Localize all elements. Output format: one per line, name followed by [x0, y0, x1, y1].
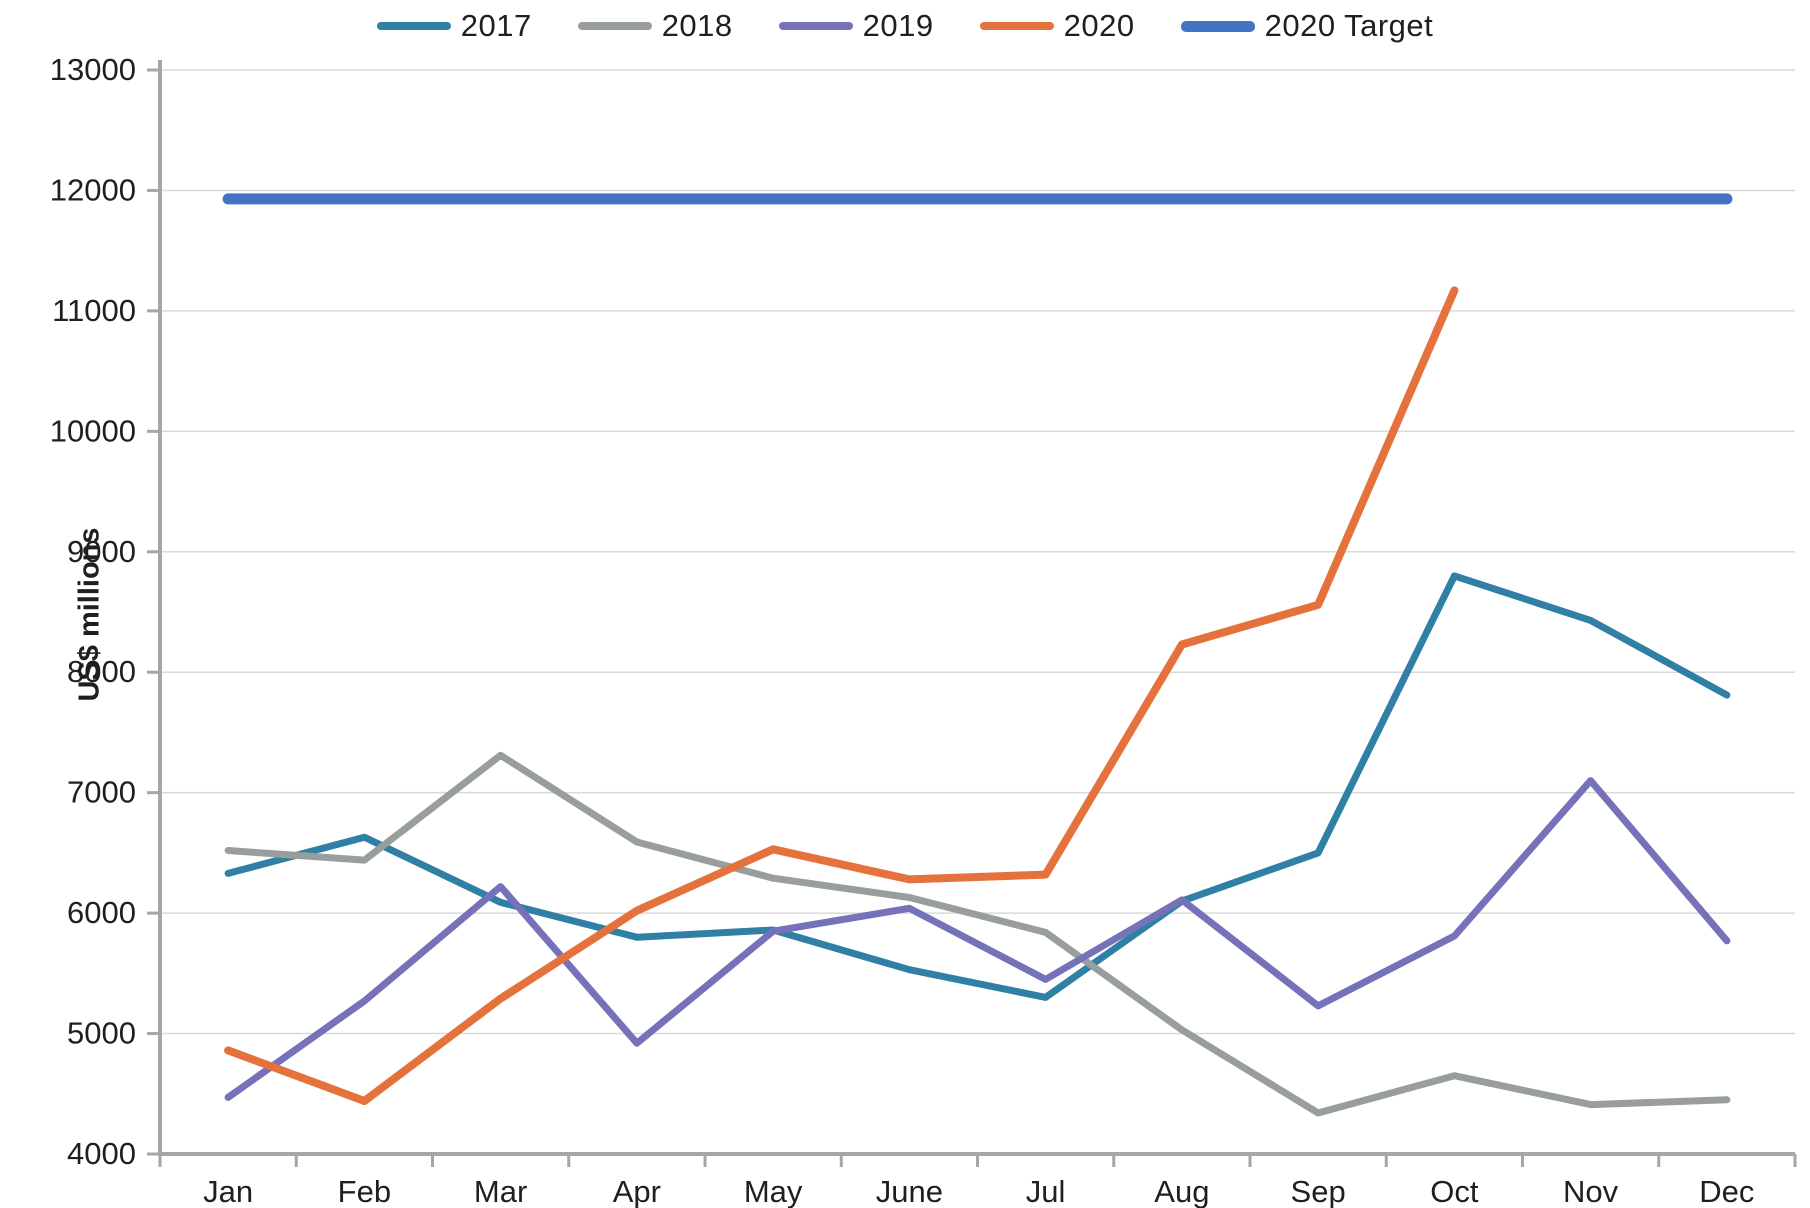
- legend-swatch-icon: [1180, 20, 1255, 32]
- x-tick-label: June: [876, 1174, 943, 1208]
- legend-swatch-icon: [376, 22, 451, 30]
- series-line-2017: [224, 572, 1731, 1001]
- y-tick-label: 4000: [67, 1136, 136, 1171]
- legend-label: 2019: [862, 8, 934, 43]
- y-axis-title: US$ millions: [73, 527, 106, 702]
- legend-label: 2020 Target: [1264, 8, 1434, 43]
- y-tick-label: 5000: [67, 1016, 136, 1051]
- legend-swatch-icon: [979, 22, 1054, 30]
- series-line-2019: [224, 777, 1731, 1101]
- x-tick-label: Sep: [1291, 1174, 1346, 1208]
- legend-item-2020: 2020: [979, 8, 1135, 44]
- legend-item-2018: 2018: [577, 8, 733, 44]
- y-tick-label: 13000: [50, 52, 136, 87]
- y-tick-label: 9000: [67, 534, 136, 569]
- x-tick-label: Jul: [1026, 1174, 1066, 1208]
- legend-label: 2020: [1063, 8, 1135, 43]
- legend-swatch-icon: [577, 22, 652, 30]
- y-tick-label: 11000: [52, 293, 136, 328]
- y-tick-label: 12000: [50, 172, 136, 207]
- x-tick-label: Aug: [1154, 1174, 1209, 1208]
- x-tick-label: Nov: [1563, 1174, 1619, 1208]
- legend-item-2019: 2019: [778, 8, 934, 44]
- legend-label: 2017: [460, 8, 532, 43]
- legend-item-2017: 2017: [376, 8, 532, 44]
- x-tick-label: Oct: [1430, 1174, 1479, 1208]
- legend-label: 2018: [661, 8, 733, 43]
- x-tick-label: Apr: [613, 1174, 661, 1208]
- y-tick-label: 8000: [67, 654, 136, 689]
- x-tick-label: Dec: [1699, 1174, 1754, 1208]
- series-line-2020: [224, 286, 1459, 1105]
- y-tick-label: 6000: [67, 895, 136, 930]
- series-line-2018: [224, 751, 1731, 1117]
- chart-legend: 2017 2018 2019 2020 2020 Target: [0, 8, 1810, 44]
- y-tick-label: 10000: [50, 413, 136, 448]
- legend-item-2020-target: 2020 Target: [1180, 8, 1434, 44]
- legend-swatch-icon: [778, 22, 853, 30]
- x-tick-label: Mar: [474, 1174, 527, 1208]
- x-tick-label: Jan: [203, 1174, 253, 1208]
- y-tick-label: 7000: [67, 775, 136, 810]
- x-tick-label: May: [744, 1174, 803, 1208]
- x-tick-label: Feb: [338, 1174, 391, 1208]
